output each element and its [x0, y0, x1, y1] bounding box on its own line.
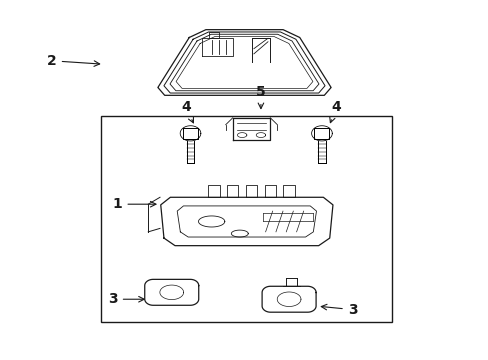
Text: 3: 3: [108, 292, 144, 306]
Text: 4: 4: [181, 100, 193, 123]
Text: 2: 2: [47, 54, 100, 68]
Bar: [101, 116, 391, 322]
Text: 3: 3: [321, 303, 357, 316]
Text: 4: 4: [329, 100, 340, 123]
Text: 5: 5: [256, 85, 265, 109]
Text: 1: 1: [112, 197, 156, 211]
